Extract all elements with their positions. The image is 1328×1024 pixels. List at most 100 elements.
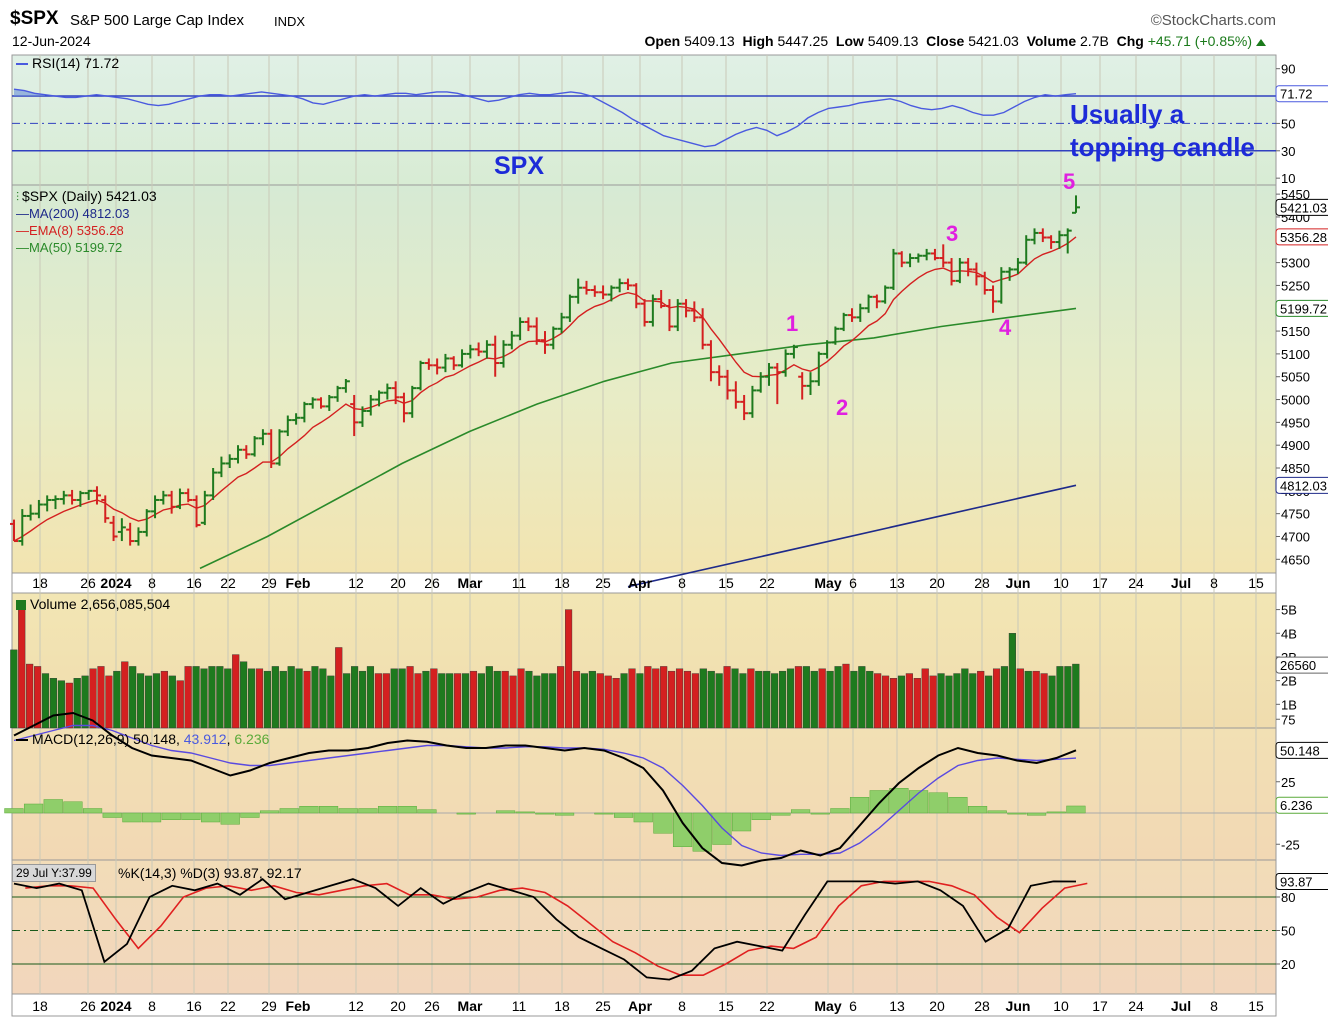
date-tick-label: 8 [148,575,156,591]
high-label: High [742,33,774,49]
date-tick-label: 13 [889,998,905,1014]
macd-tick-label: -25 [1281,837,1300,852]
macd-histogram-bar [23,803,44,814]
volume-bar [699,668,707,729]
macd-histogram-bar [63,801,83,814]
stoch-k-line [13,877,1077,981]
price-tick-label: 4650 [1281,552,1310,567]
macd-histogram-bar [987,810,1007,814]
volume-value: 2.7B [1080,33,1109,49]
volume-last-value: 26560 [1280,658,1316,673]
volume-last-value-bg [1275,656,1328,674]
volume-bar [1032,670,1040,729]
date-tick-label: 26 [80,998,96,1014]
index-name: S&P 500 Large Cap Index [70,12,245,29]
date-tick-label: 17 [1092,998,1108,1014]
ma50-legend: —MA(50) 5199.72 [16,240,123,255]
volume-bar [572,670,581,729]
volume-bar [351,666,359,729]
volume-bar [335,647,343,729]
volume-bar [422,670,430,729]
volume-bar [406,666,414,729]
date-tick-label: 13 [889,575,905,591]
rsi-tick-label: 90 [1281,62,1295,77]
date-tick-label: 12 [348,998,364,1014]
ema8-last-value: 5356.28 [1280,230,1327,245]
volume-bar [913,678,921,729]
macd-line [13,711,1077,867]
date-tick-label: 20 [390,998,406,1014]
macd-histogram-bar [417,809,437,814]
ema8-legend: —EMA(8) 5356.28 [16,223,124,238]
volume-bar [691,673,699,729]
volume-bar [319,668,327,729]
volume-tick-label: 5B [1281,603,1297,618]
volume-bar [477,673,485,729]
macd-histogram-bar [161,812,181,820]
macd-histogram-bar [653,812,673,834]
date-tick-label: 29 [261,575,277,591]
price-tick-label: 5300 [1281,256,1310,271]
volume-bar [57,680,65,729]
volume-bar [675,668,684,729]
volume-tick-label: 1B [1281,697,1297,712]
ma200-legend: —MA(200) 4812.03 [16,206,130,221]
volume-bar [485,666,493,729]
price-tick-label: 4900 [1281,438,1310,453]
date-tick-label: 22 [759,998,775,1014]
volume-bar [144,675,153,729]
volume-bar [1064,666,1072,729]
date-tick-label: 8 [678,575,686,591]
price-label: ⫶ $SPX (Daily) 5421.03 [16,188,157,204]
volume-bar [929,675,937,729]
volume-bar [97,666,105,729]
volume-bar [517,668,525,729]
volume-bar [461,673,470,729]
up-arrow-icon [1256,39,1266,46]
chart-date: 12-Jun-2024 [12,33,91,49]
stoch-label: %K(14,3) %D(3) 93.87, 92.17 [118,865,302,881]
volume-bar [588,670,596,729]
macd-histogram-bar [535,812,555,815]
macd-histogram-bar [889,788,909,814]
volume-bar [327,675,335,729]
date-tick-label: 16 [186,998,202,1014]
symbol: $SPX [10,8,59,29]
low-value: 5409.13 [867,33,919,49]
chg-value: +45.71 (+0.85%) [1147,33,1252,49]
volume-bar [81,675,89,729]
volume-bar [509,675,517,729]
volume-bar [311,666,319,729]
macd-histogram-bar [613,812,634,818]
price-last-value: 5421.03 [1280,200,1327,215]
date-tick-label: 22 [759,575,775,591]
macd-histogram-bar [495,810,516,814]
open-value: 5409.13 [684,33,735,49]
stoch-tick-label: 20 [1281,957,1295,972]
macd-histogram-bar [4,808,24,814]
date-tick-label: Jul [1171,998,1191,1014]
macd-histogram-bar [141,812,162,823]
date-tick-label: May [814,575,841,591]
volume-bar [549,673,557,729]
volume-bar [541,673,549,729]
vertical-gridlines [39,55,1257,994]
volume-bar [1072,663,1080,729]
macd-histogram-bar [240,812,260,818]
volume-bar [287,666,295,729]
volume-bar [636,673,644,729]
wave-1-label: 1 [786,311,799,336]
date-tick-label: 18 [32,998,48,1014]
volume-bar [596,673,604,729]
spx-annotation: SPX [494,152,545,180]
date-tick-label: 2024 [100,998,131,1014]
volume-bar [113,670,121,729]
volume-bar [612,678,620,729]
exchange: INDX [274,14,306,29]
price-tick-label: 4750 [1281,507,1310,522]
macd-histogram-bar [279,808,299,814]
date-axis-bottom-bg [11,993,1277,1017]
rsi-last-value-bg [1275,85,1328,103]
macd-tick-label: 75 [1281,712,1295,727]
volume-bar [374,673,382,729]
